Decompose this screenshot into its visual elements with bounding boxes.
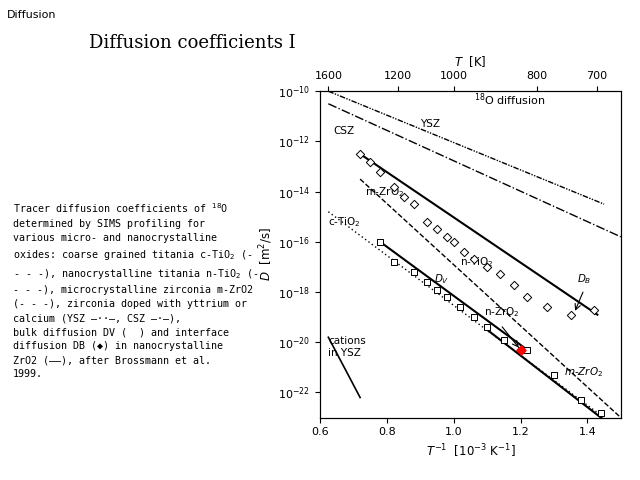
Point: [499, 336, 509, 344]
Point: [522, 293, 532, 301]
Point: [399, 193, 409, 201]
Point: [455, 303, 465, 311]
Point: [422, 278, 432, 286]
Point: [515, 346, 525, 354]
Point: [495, 271, 506, 278]
Point: [468, 255, 479, 263]
Text: n-ZrO$_2$: n-ZrO$_2$: [484, 305, 520, 319]
Text: m-ZrO$_2$: m-ZrO$_2$: [564, 365, 604, 379]
Point: [442, 233, 452, 240]
Point: [432, 286, 442, 293]
Point: [365, 157, 375, 165]
Point: [408, 200, 419, 208]
Point: [388, 258, 399, 266]
X-axis label: $T^{-1}$  [$10^{-3}$ K$^{-1}$]: $T^{-1}$ [$10^{-3}$ K$^{-1}$]: [426, 443, 515, 460]
Point: [432, 226, 442, 233]
Point: [422, 218, 432, 226]
Point: [509, 281, 519, 288]
Point: [408, 268, 419, 276]
X-axis label: $T$  [K]: $T$ [K]: [454, 54, 486, 69]
Point: [589, 306, 599, 313]
Text: Diffusion: Diffusion: [6, 10, 56, 20]
Text: CSZ: CSZ: [333, 126, 355, 136]
Point: [522, 346, 532, 354]
Text: $D_B$: $D_B$: [577, 273, 592, 287]
Y-axis label: $D$  [m$^2$/s]: $D$ [m$^2$/s]: [258, 228, 275, 281]
Point: [442, 293, 452, 301]
Point: [375, 238, 385, 246]
Point: [549, 371, 559, 379]
Text: c-TiO$_2$: c-TiO$_2$: [328, 215, 361, 228]
Text: Diffusion coefficients I: Diffusion coefficients I: [89, 34, 295, 51]
Point: [566, 311, 576, 319]
Point: [575, 396, 586, 404]
Point: [355, 150, 365, 158]
Text: Tracer diffusion coefficients of $^{18}$O
determined by SIMS profiling for
vario: Tracer diffusion coefficients of $^{18}$…: [13, 202, 259, 379]
Point: [388, 183, 399, 191]
Text: cations
in YSZ: cations in YSZ: [328, 336, 366, 358]
Point: [482, 263, 492, 271]
Text: m-ZrO$_2$: m-ZrO$_2$: [365, 185, 404, 199]
Point: [596, 409, 606, 417]
Point: [449, 238, 459, 246]
Point: [375, 168, 385, 175]
Text: n-TiO$_2$: n-TiO$_2$: [460, 255, 494, 269]
Text: YSZ: YSZ: [420, 119, 440, 129]
Text: $D_V$: $D_V$: [434, 273, 449, 287]
Point: [459, 248, 469, 256]
Point: [468, 313, 479, 321]
Point: [515, 346, 525, 354]
Point: [542, 303, 552, 311]
Text: $^{18}$O diffusion: $^{18}$O diffusion: [474, 92, 545, 108]
Point: [482, 324, 492, 331]
